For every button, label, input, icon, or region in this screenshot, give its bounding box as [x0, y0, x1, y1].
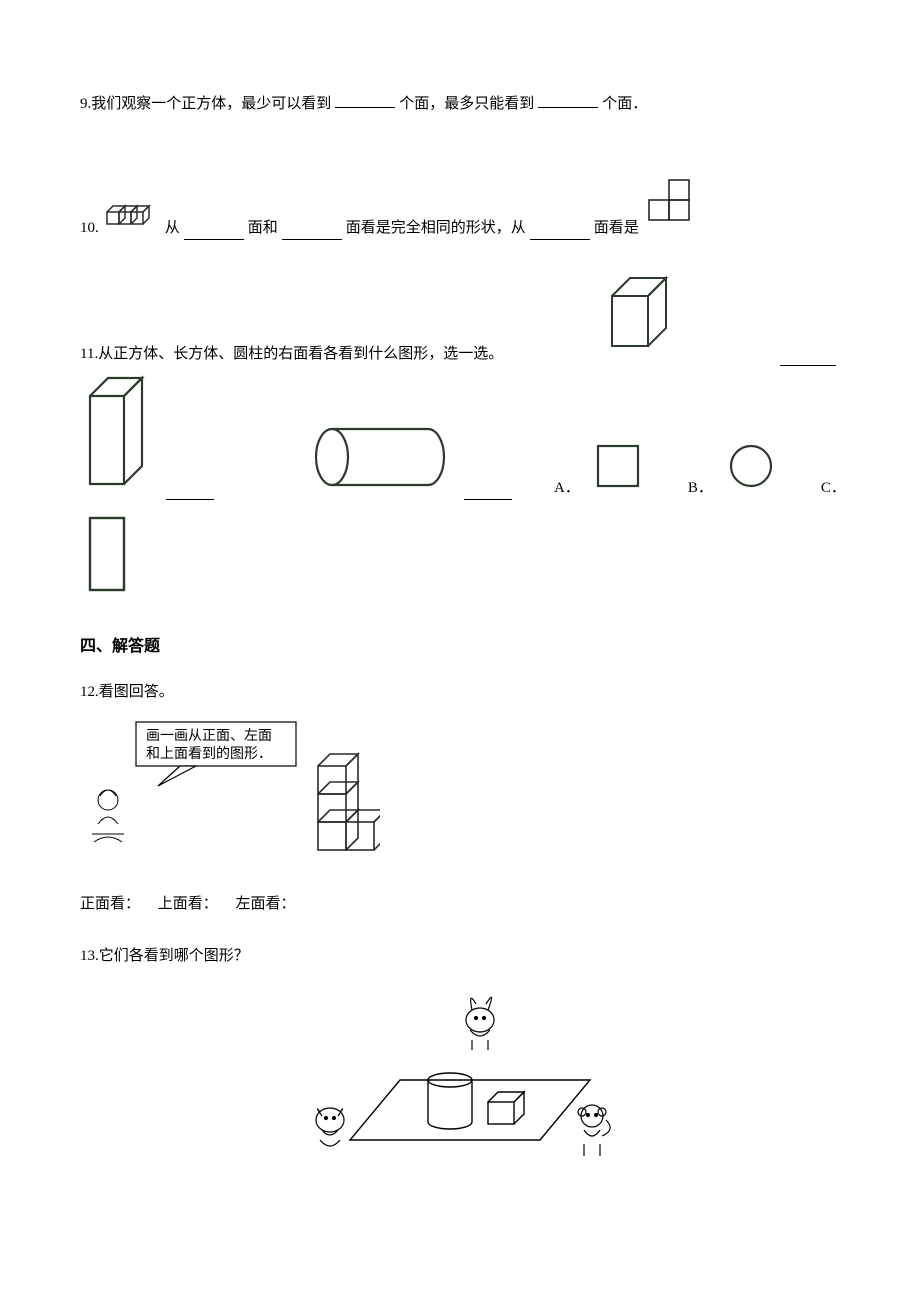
q12-text: 看图回答。	[99, 684, 174, 700]
q12-bubble-line2: 和上面看到的图形．	[146, 746, 272, 762]
q11-option-a-label: A．	[554, 476, 580, 500]
q11-option-b-group: B．	[688, 440, 781, 500]
q10-text-c: 面看是完全相同的形状，从	[346, 216, 526, 240]
q9-blank-1[interactable]	[335, 90, 395, 108]
q11-option-b-label: B．	[688, 476, 713, 500]
q12-view-left: 左面看：	[236, 896, 296, 912]
q11-cube-figure	[604, 268, 676, 366]
q9-number: 9.	[80, 96, 91, 112]
q9-text-mid: 个面，最多只能看到	[399, 96, 534, 112]
q11-option-c-label: C．	[821, 476, 846, 500]
q9-text-after: 个面．	[602, 96, 647, 112]
q10-blank-2[interactable]	[282, 222, 342, 240]
question-10: 10. 从 面和 面看是完全相同的形状，从 面看是	[80, 176, 840, 240]
q9-blank-2[interactable]	[538, 90, 598, 108]
question-11: 11.从正方体、长方体、圆柱的右面看各看到什么图形，选一选。	[80, 268, 840, 606]
q11-cylinder-figure	[310, 422, 450, 500]
question-12: 12.看图回答。 画一画从正面、左面 和上面看到的图形．	[80, 680, 840, 916]
q10-number: 10.	[80, 216, 99, 240]
section-4-header: 四、解答题	[80, 634, 840, 660]
q12-view-front: 正面看：	[80, 896, 140, 912]
q10-cube-figure	[103, 188, 161, 240]
q11-number: 11.	[80, 342, 98, 366]
q12-bubble-line1: 画一画从正面、左面	[146, 728, 272, 744]
q10-target-figure	[643, 176, 693, 240]
q13-number: 13.	[80, 948, 99, 964]
q11-cuboid-figure	[84, 372, 152, 500]
q11-option-c-figure-wrap	[80, 512, 840, 606]
q11-option-c-figure	[84, 512, 132, 606]
q10-text-a: 从	[165, 216, 180, 240]
q10-text-d: 面看是	[594, 216, 639, 240]
question-9: 9.我们观察一个正方体，最少可以看到 个面，最多只能看到 个面．	[80, 90, 840, 116]
q11-option-a-figure	[592, 440, 644, 500]
q11-text: 从正方体、长方体、圆柱的右面看各看到什么图形，选一选。	[98, 342, 503, 366]
q12-number: 12.	[80, 684, 99, 700]
q13-text: 它们各看到哪个图形？	[99, 948, 249, 964]
q11-blank-cylinder[interactable]	[464, 482, 512, 500]
q10-blank-1[interactable]	[184, 222, 244, 240]
q13-figure	[80, 980, 840, 1188]
q12-view-top: 上面看：	[158, 896, 218, 912]
q11-cylinder-group	[306, 422, 514, 500]
q10-text-b: 面和	[248, 216, 278, 240]
q11-blank-cube[interactable]	[780, 348, 836, 366]
q11-blank-cuboid[interactable]	[166, 482, 214, 500]
question-13: 13.它们各看到哪个图形？	[80, 944, 840, 1188]
q12-views-row: 正面看： 上面看： 左面看：	[80, 892, 840, 916]
q11-option-b-figure	[725, 440, 777, 500]
q9-text-before: 我们观察一个正方体，最少可以看到	[91, 96, 331, 112]
q11-cuboid-group	[80, 372, 216, 500]
q10-blank-3[interactable]	[530, 222, 590, 240]
q12-figure: 画一画从正面、左面 和上面看到的图形．	[80, 714, 840, 872]
q11-option-c-group: C．	[821, 476, 846, 500]
q11-option-a-group: A．	[554, 440, 648, 500]
